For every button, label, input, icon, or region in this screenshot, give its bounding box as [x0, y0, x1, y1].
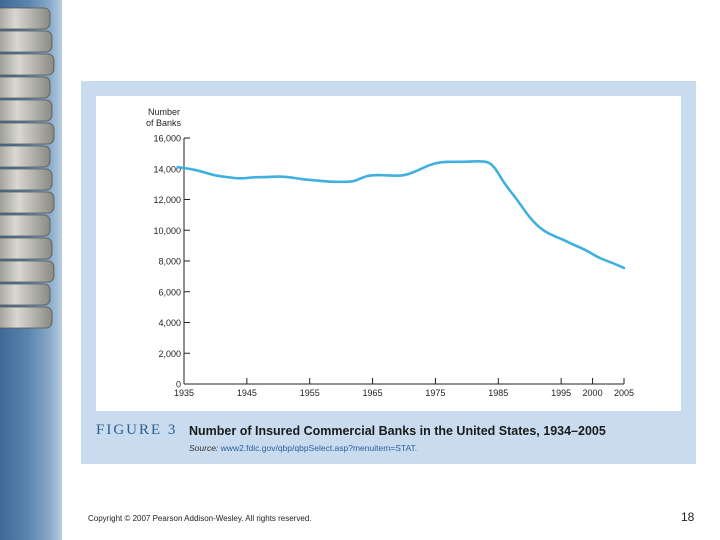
y-tick-label: 14,000 [153, 164, 181, 174]
y-tick-label: 8,000 [158, 257, 181, 267]
coin-shape [0, 145, 51, 168]
coin-shape [0, 283, 51, 306]
plot-area [96, 96, 681, 411]
figure-source: Source: www2.fdic.gov/qbp/qbpSelect.asp?… [189, 443, 417, 453]
x-tick-label: 1995 [551, 388, 571, 398]
x-tick-label: 2005 [614, 388, 634, 398]
slide-page-number: 18 [681, 510, 695, 524]
x-tick-label: 1955 [300, 388, 320, 398]
coin-shape [0, 30, 53, 53]
coin-shape [0, 260, 55, 283]
y-tick-label: 0 [176, 380, 181, 390]
copyright-notice: Copyright © 2007 Pearson Addison-Wesley.… [88, 514, 312, 523]
source-label: Source: [189, 443, 219, 453]
coin-shape [0, 214, 51, 237]
y-tick-label: 2,000 [158, 349, 181, 359]
coin-shape [0, 53, 55, 76]
coin-shape [0, 168, 53, 191]
y-tick-label: 16,000 [153, 134, 181, 144]
coin-shape [0, 237, 53, 260]
x-tick-label: 2000 [583, 388, 603, 398]
coin-shape [0, 99, 53, 122]
coin-shape [0, 7, 51, 30]
y-axis-title-line-2: of Banks [146, 118, 182, 128]
y-tick-label: 10,000 [153, 226, 181, 236]
coin-stack-image [0, 7, 55, 329]
y-tick-label: 12,000 [153, 195, 181, 205]
x-tick-label: 1975 [425, 388, 445, 398]
source-url: www2.fdic.gov/qbp/qbpSelect.asp?menuitem… [220, 443, 418, 453]
x-tick-label: 1965 [363, 388, 383, 398]
figure-number: FIGURE 3 [96, 422, 178, 438]
x-tick-label: 1935 [174, 388, 194, 398]
coin-shape [0, 306, 53, 329]
y-axis-title-line-1: Number [148, 107, 180, 117]
y-tick-label: 4,000 [158, 318, 181, 328]
series-line-insured-banks [176, 160, 626, 270]
coin-shape [0, 76, 51, 99]
x-tick-label: 1985 [488, 388, 508, 398]
figure-title: Number of Insured Commercial Banks in th… [189, 424, 606, 438]
coin-shape [0, 122, 55, 145]
x-tick-label: 1945 [237, 388, 257, 398]
coin-shape [0, 191, 55, 214]
y-tick-label: 6,000 [158, 287, 181, 297]
